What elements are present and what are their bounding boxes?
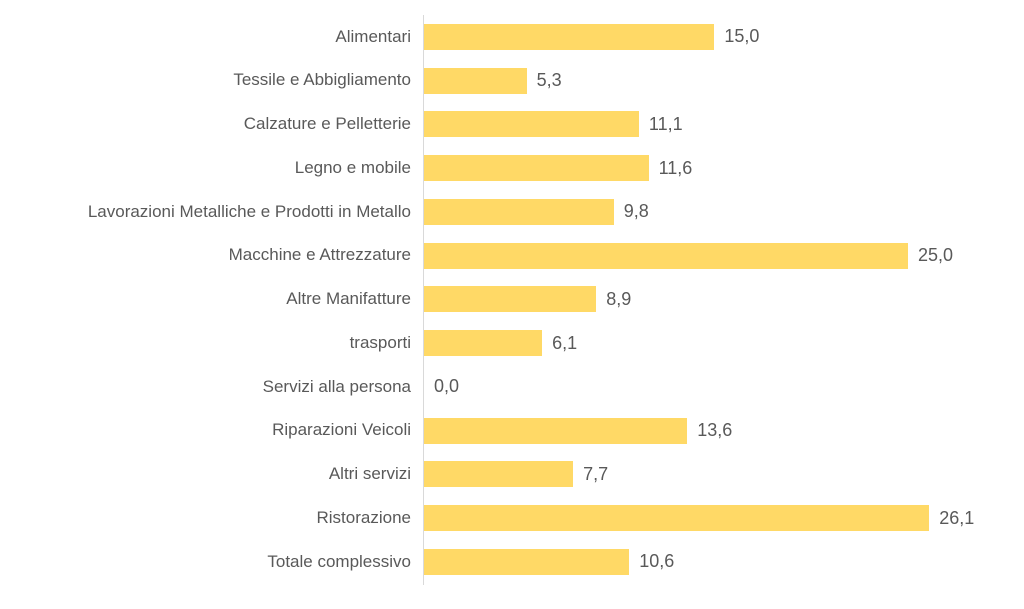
category-label: trasporti [349, 332, 411, 352]
value-label: 11,1 [648, 113, 683, 134]
category-label: Riparazioni Veicoli [272, 420, 411, 440]
chart-row: Altri servizi 7,7 [0, 453, 1024, 497]
chart-row: Totale complessivo 10,6 [0, 540, 1024, 584]
category-label: Alimentari [335, 26, 411, 46]
bar [424, 286, 597, 313]
bar [424, 155, 649, 182]
category-label: Servizi alla persona [262, 376, 411, 396]
chart-row: Alimentari 15,0 [0, 15, 1024, 59]
category-label: Totale complessivo [267, 551, 411, 571]
value-label: 25,0 [918, 245, 954, 266]
chart-row: trasporti 6,1 [0, 321, 1024, 365]
category-axis-line [423, 15, 424, 585]
value-label: 0,0 [434, 376, 460, 397]
chart-row: Legno e mobile 11,6 [0, 146, 1024, 190]
bar [424, 548, 630, 575]
value-label: 5,3 [536, 70, 562, 91]
value-label: 9,8 [623, 201, 649, 222]
value-label: 26,1 [939, 507, 975, 528]
chart-row: Ristorazione 26,1 [0, 496, 1024, 540]
value-label: 8,9 [606, 288, 632, 309]
bar [424, 111, 639, 138]
chart-row: Lavorazioni Metalliche e Prodotti in Met… [0, 190, 1024, 234]
bar [424, 198, 614, 225]
bar [424, 330, 543, 357]
value-label: 15,0 [724, 26, 760, 47]
category-label: Altri servizi [328, 464, 411, 484]
bar [424, 242, 908, 269]
chart-row: Servizi alla persona 0,0 [0, 365, 1024, 409]
chart-row: Riparazioni Veicoli 13,6 [0, 409, 1024, 453]
value-label: 7,7 [583, 463, 609, 484]
category-label: Altre Manifatture [286, 289, 411, 309]
bar [424, 417, 688, 444]
category-label: Tessile e Abbigliamento [233, 70, 411, 90]
bar [424, 67, 527, 94]
chart-row: Altre Manifatture 8,9 [0, 278, 1024, 322]
bar [424, 23, 715, 50]
category-label: Legno e mobile [294, 157, 411, 177]
value-label: 6,1 [552, 332, 578, 353]
bar [424, 505, 930, 532]
bar [424, 461, 574, 488]
category-label: Ristorazione [316, 507, 412, 527]
chart-plot-area: Alimentari 15,0 Tessile e Abbigliamento 5,3… [0, 15, 1024, 584]
value-label: 11,6 [658, 157, 693, 178]
category-label: Macchine e Attrezzature [228, 245, 411, 265]
category-label: Lavorazioni Metalliche e Prodotti in Met… [87, 201, 411, 221]
chart-row: Tessile e Abbigliamento 5,3 [0, 59, 1024, 103]
value-label: 10,6 [639, 551, 675, 572]
value-label: 13,6 [697, 420, 733, 441]
chart-row: Macchine e Attrezzature 25,0 [0, 234, 1024, 278]
category-label: Calzature e Pelletterie [243, 114, 411, 134]
chart-row: Calzature e Pelletterie 11,1 [0, 103, 1024, 147]
